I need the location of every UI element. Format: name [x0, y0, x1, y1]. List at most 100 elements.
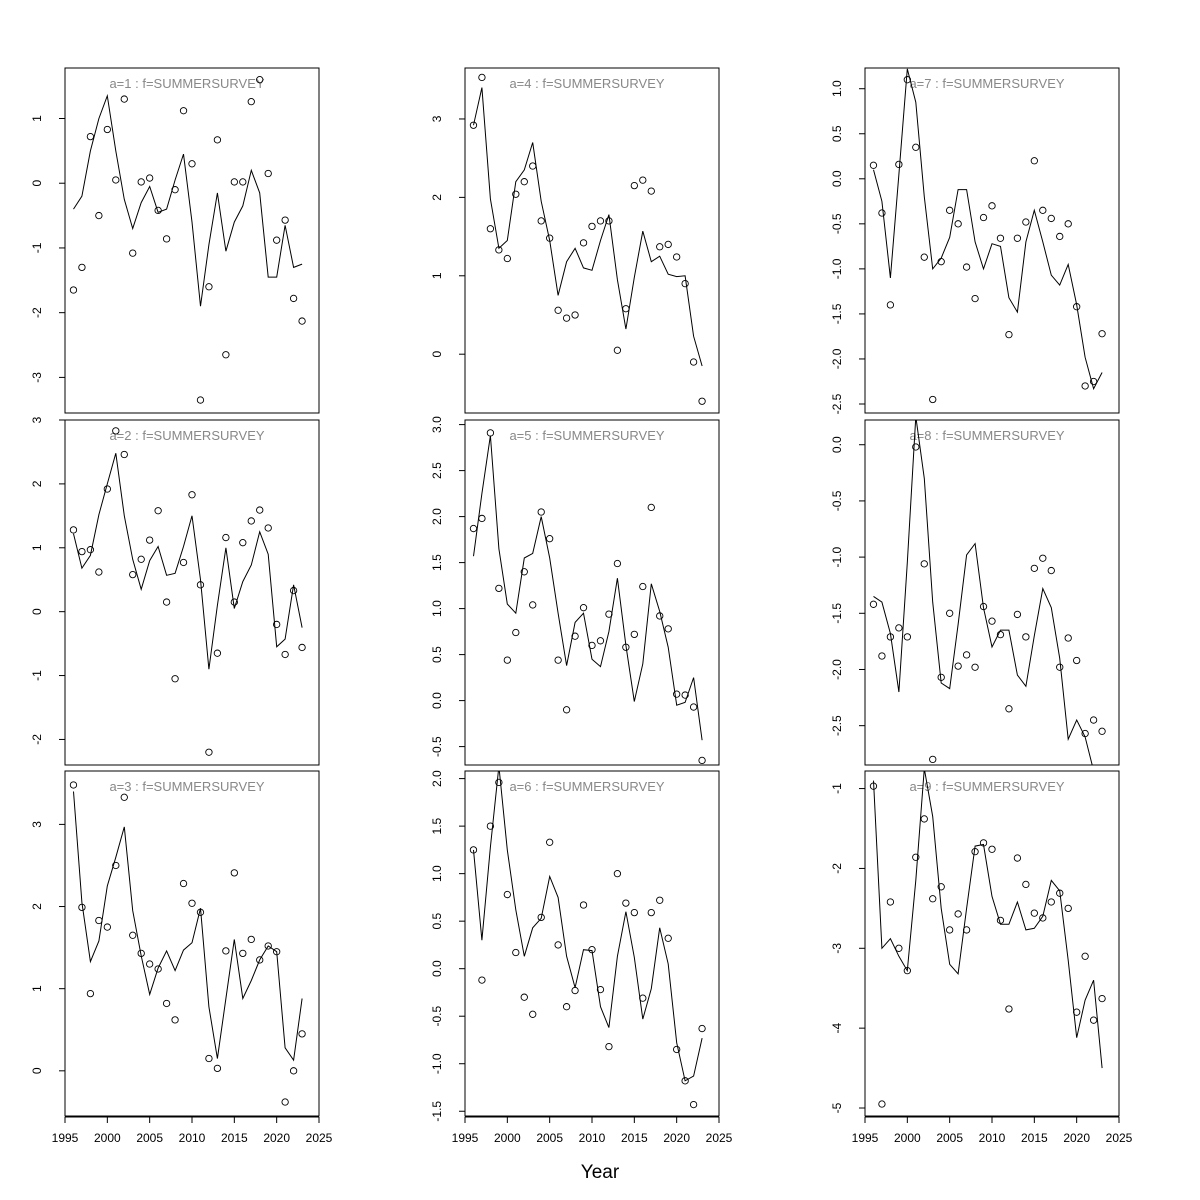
y-tick-label: 0 — [30, 1067, 44, 1074]
observed-point — [971, 848, 979, 856]
observed-point — [605, 1042, 613, 1051]
observed-point — [1081, 952, 1089, 960]
observed-point — [196, 581, 205, 589]
y-tick-label: 2 — [430, 194, 444, 201]
y-tick-label: 2.0 — [430, 508, 444, 525]
observed-point — [579, 901, 588, 909]
observed-point — [681, 279, 689, 288]
y-tick-label: 0.0 — [830, 436, 844, 453]
y-tick-label: 1 — [430, 272, 444, 279]
observed-point — [912, 143, 920, 151]
observed-point — [213, 1064, 222, 1073]
y-tick-label: -1 — [30, 670, 44, 681]
y-tick-label: 0.5 — [830, 125, 844, 142]
observed-point — [895, 944, 903, 952]
observed-point — [571, 632, 579, 640]
observed-point — [903, 967, 911, 975]
observed-point — [69, 781, 78, 789]
observed-point — [1047, 566, 1055, 575]
observed-point — [1056, 663, 1064, 671]
observed-point — [137, 178, 145, 186]
observed-point — [1098, 727, 1106, 735]
observed-point — [1022, 633, 1030, 641]
y-tick-label: 0 — [430, 351, 444, 358]
observed-point — [954, 220, 962, 228]
y-tick-label: 1 — [30, 544, 44, 551]
observed-point — [698, 1024, 706, 1033]
y-tick-label: 1.5 — [430, 554, 444, 571]
observed-point — [495, 778, 503, 787]
observed-point — [222, 533, 230, 542]
y-tick-label: 1.0 — [830, 80, 844, 97]
x-tick-label: 2015 — [1021, 1131, 1048, 1145]
observed-point — [154, 965, 162, 973]
observed-point — [281, 216, 289, 224]
x-tick-label: 2005 — [536, 1131, 563, 1145]
observed-point — [529, 162, 537, 170]
observed-point — [162, 999, 171, 1008]
observed-point — [247, 98, 255, 106]
x-tick-label: 2025 — [1106, 1131, 1133, 1145]
observed-point — [146, 174, 154, 182]
observed-point — [920, 253, 928, 261]
observed-point — [86, 989, 95, 998]
fitted-line — [73, 453, 303, 670]
observed-point — [647, 503, 655, 512]
observed-point — [289, 294, 298, 303]
x-tick-label: 2015 — [621, 1131, 648, 1145]
fitted-line — [473, 87, 703, 367]
observed-point — [971, 663, 979, 671]
y-tick-label: 1 — [30, 985, 44, 992]
plot-frame — [64, 67, 320, 414]
observed-point — [664, 934, 672, 942]
observed-point — [205, 283, 213, 291]
fitted-line — [873, 420, 1093, 765]
observed-point — [1013, 234, 1022, 242]
observed-point — [656, 896, 664, 904]
y-tick-label: 0 — [30, 180, 44, 187]
observed-point — [605, 217, 613, 225]
y-tick-label: -1.0 — [830, 258, 844, 279]
x-axis-label: Year — [581, 1162, 620, 1183]
panel-title: a=3 : f=SUMMERSURVEY — [109, 779, 264, 794]
panel-a3: a=3 : f=SUMMERSURVEY 0 1 2 3 1995 2000 2005 2010… — [30, 770, 333, 1145]
observed-point — [537, 217, 545, 225]
observed-point — [469, 524, 478, 533]
plot-frame — [864, 419, 1120, 766]
observed-point — [112, 861, 120, 870]
observed-point — [1089, 377, 1098, 386]
observed-point — [247, 935, 255, 944]
observed-point — [1005, 330, 1013, 339]
observed-point — [95, 568, 103, 576]
observed-point — [256, 506, 264, 514]
observed-point — [230, 178, 238, 186]
observed-point — [689, 1100, 698, 1109]
y-tick-label: -3 — [30, 372, 44, 383]
panel-title: a=6 : f=SUMMERSURVEY — [509, 779, 664, 794]
observed-point — [664, 625, 672, 633]
observed-point — [503, 656, 511, 664]
y-tick-label: -1.0 — [430, 1053, 444, 1074]
observed-point — [69, 286, 78, 294]
observed-point — [962, 651, 971, 659]
plot-frame — [464, 770, 720, 1117]
panel-a1: a=1 : f=SUMMERSURVEY -3 -2 -1 0 1 — [30, 67, 320, 414]
observed-point — [937, 673, 945, 681]
observed-point — [596, 985, 605, 994]
observed-point — [298, 317, 306, 325]
observed-point — [1073, 656, 1081, 665]
observed-point — [1098, 330, 1106, 338]
observed-point — [289, 586, 298, 595]
observed-point — [179, 558, 188, 567]
y-tick-label: -1.5 — [830, 303, 844, 324]
observed-point — [920, 560, 928, 568]
y-tick-label: 3 — [430, 115, 444, 122]
observed-point — [546, 838, 554, 846]
observed-point — [264, 169, 272, 178]
observed-point — [281, 1098, 289, 1106]
observed-point — [239, 178, 247, 186]
observed-point — [886, 898, 895, 906]
observed-point — [979, 839, 988, 847]
y-tick-label: -5 — [830, 1102, 844, 1113]
x-tick-label: 2020 — [1063, 1131, 1090, 1145]
